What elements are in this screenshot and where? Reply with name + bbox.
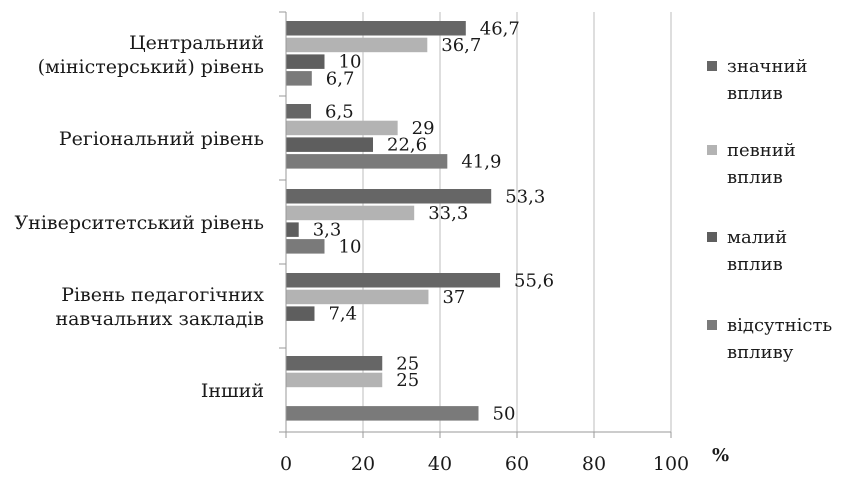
- data-label-s3-c0: 6,7: [326, 68, 355, 89]
- legend-label-0-1: вплив: [727, 83, 783, 104]
- category-label-1-0: Регіональний рівень: [59, 128, 264, 150]
- bar-s3-c4: [286, 406, 479, 421]
- data-label-s2-c3: 7,4: [328, 304, 357, 325]
- x-tick-label-0: 0: [280, 453, 292, 475]
- category-label-3-0: Рівень педагогічних: [61, 284, 264, 306]
- x-tick-label-80: 80: [582, 453, 606, 475]
- data-label-s0-c4: 25: [396, 353, 419, 374]
- bar-s0-c2: [286, 189, 492, 204]
- x-unit-label: %: [712, 445, 729, 466]
- category-labels: Центральний(міністерський) рівень Регіона…: [14, 32, 264, 402]
- bar-s0-c3: [286, 273, 501, 288]
- data-label-s3-c1: 41,9: [461, 151, 501, 172]
- legend: значний вплив певний вплив малий вплив відсутн…: [707, 56, 832, 363]
- legend-label-0-0: значний: [727, 56, 807, 77]
- bar-s3-c0: [286, 71, 312, 86]
- bar-s2-c2: [286, 222, 299, 237]
- bar-s1-c4: [286, 372, 383, 388]
- bar-s3-c1: [286, 154, 448, 169]
- bar-s0-c0: [286, 21, 466, 36]
- legend-label-1-0: певний: [727, 140, 796, 161]
- legend-label-1-1: вплив: [727, 167, 783, 188]
- data-label-s0-c1: 6,5: [325, 101, 354, 122]
- data-labels: 46,7 6,5 53,3 55,6 25 36,7 29 33,3 37 25 10 22,6 3,3…: [313, 18, 554, 424]
- x-tick-label-40: 40: [428, 453, 452, 475]
- legend-swatch-2: [707, 232, 717, 242]
- data-label-s0-c2: 53,3: [505, 186, 545, 207]
- x-tick-label-100: 100: [653, 453, 689, 475]
- legend-swatch-0: [707, 61, 717, 71]
- bar-s2-c0: [286, 54, 325, 69]
- data-label-s1-c0: 36,7: [441, 35, 481, 56]
- x-tick-label-60: 60: [505, 453, 529, 475]
- data-label-s0-c0: 46,7: [480, 18, 520, 39]
- data-label-s2-c2: 3,3: [313, 220, 342, 241]
- category-label-4-0: Інший: [201, 380, 264, 402]
- bar-s1-c3: [286, 289, 429, 305]
- data-label-s1-c2: 33,3: [428, 203, 468, 224]
- data-label-s2-c1: 22,6: [387, 135, 427, 156]
- bar-s2-c3: [286, 306, 315, 321]
- data-label-s2-c0: 10: [339, 52, 362, 73]
- legend-label-2-1: вплив: [727, 254, 783, 275]
- data-label-s3-c2: 10: [339, 236, 362, 257]
- legend-label-3-0: відсутність: [727, 315, 832, 336]
- axes: [279, 11, 672, 438]
- category-label-0-0: Центральний: [129, 32, 264, 54]
- category-label-2-0: Університетський рівень: [14, 212, 264, 234]
- legend-label-3-1: впливу: [727, 342, 794, 363]
- x-tick-label-20: 20: [351, 453, 375, 475]
- bar-s2-c1: [286, 137, 374, 152]
- x-tick-labels: 0 20 40 60 80 100: [280, 453, 689, 475]
- data-label-s1-c3: 37: [442, 287, 465, 308]
- data-label-s1-c1: 29: [412, 118, 435, 139]
- legend-swatch-1: [707, 145, 717, 155]
- bar-s0-c1: [286, 104, 312, 119]
- bar-s1-c1: [286, 120, 398, 136]
- data-label-s1-c4: 25: [396, 370, 419, 391]
- bar-s1-c2: [286, 205, 415, 221]
- category-label-3-1: навчальних закладів: [55, 308, 264, 330]
- category-label-0-1: (міністерський) рівень: [38, 56, 264, 78]
- data-label-s0-c3: 55,6: [514, 270, 554, 291]
- legend-label-2-0: малий: [727, 227, 787, 248]
- data-label-s3-c4: 50: [493, 403, 516, 424]
- bar-s3-c2: [286, 239, 325, 254]
- bar-s0-c4: [286, 356, 383, 371]
- bars: [286, 21, 501, 421]
- bar-s1-c0: [286, 37, 428, 53]
- legend-swatch-3: [707, 320, 717, 330]
